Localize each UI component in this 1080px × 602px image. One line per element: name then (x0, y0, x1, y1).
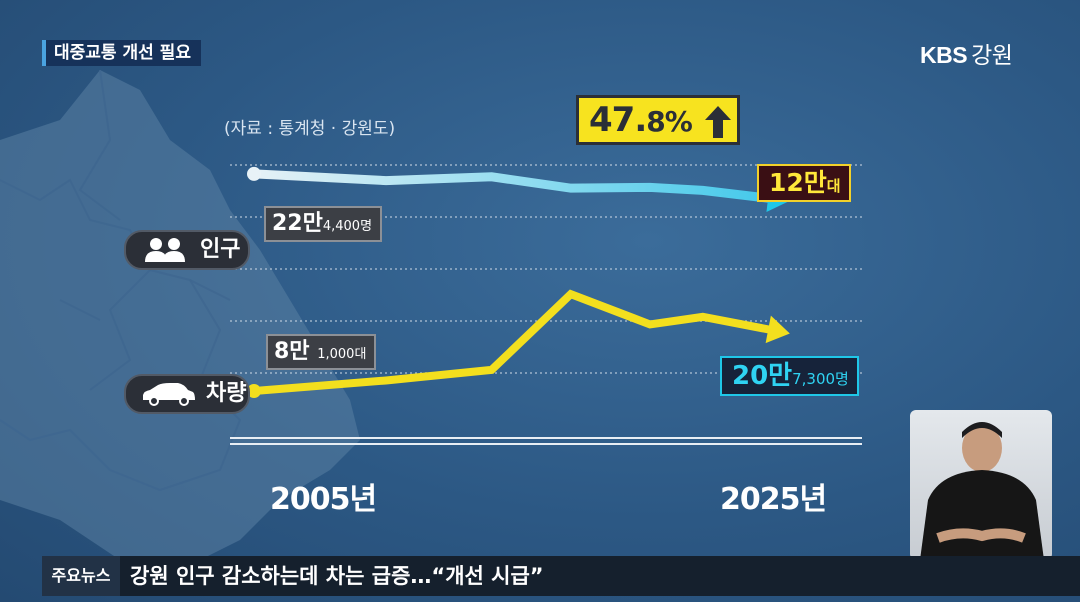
vehicle-end-main: 12만 (769, 168, 827, 197)
population-end-callout: 20만7,300명 (720, 356, 859, 396)
population-end-small: 7,300명 (792, 370, 849, 388)
data-point-start-vehicle (247, 384, 261, 399)
series-arrowhead-vehicle (765, 315, 790, 344)
increase-value: 47.8% (589, 100, 693, 140)
vehicle-end-callout: 12만대 (757, 164, 851, 202)
interpreter-figure (920, 422, 1044, 560)
news-ticker: 주요뉴스 강원 인구 감소하는데 차는 급증…“개선 시급” (42, 556, 1080, 596)
vehicle-start-callout: 8만 1,000대 (266, 334, 377, 370)
topic-tag: 대중교통 개선 필요 (42, 40, 201, 66)
population-start-callout: 22만4,400명 (264, 206, 383, 242)
car-icon (143, 383, 195, 406)
vehicle-start-small: 1,000대 (317, 347, 367, 362)
legend-vehicle-label: 차량 (206, 381, 247, 406)
increase-tail: 8% (646, 105, 693, 138)
vehicle-end-small: 대 (826, 177, 841, 195)
population-end-main: 20만 (732, 361, 793, 391)
population-start-main: 22만 (272, 211, 323, 236)
people-icon (145, 238, 185, 262)
series-line-vehicle (253, 289, 783, 396)
population-start-small: 4,400명 (322, 219, 373, 234)
legend-population-label: 인구 (200, 237, 241, 262)
up-arrow-icon (705, 106, 731, 138)
ticker-tag: 주요뉴스 (42, 556, 120, 596)
increase-main: 47. (589, 100, 647, 140)
source-note: (자료 : 통계청 · 강원도) (224, 119, 396, 139)
legend-vehicle: 차량 (124, 374, 250, 414)
x-tick-label-start: 2005년 (270, 482, 377, 517)
broadcaster-logo: KBS 강원 (920, 36, 1013, 70)
ticker-headline: 강원 인구 감소하는데 차는 급증…“개선 시급” (130, 564, 544, 588)
vehicle-start-main: 8만 (274, 339, 310, 364)
series-line-population (253, 169, 783, 205)
logo-region: 강원 (971, 42, 1013, 68)
x-tick-label-end: 2025년 (720, 482, 827, 517)
data-point-start-population (247, 166, 261, 181)
logo-brand: KBS (920, 42, 968, 68)
legend-population: 인구 (124, 230, 250, 270)
increase-badge: 47.8% (576, 95, 740, 145)
sign-language-interpreter (910, 410, 1052, 560)
